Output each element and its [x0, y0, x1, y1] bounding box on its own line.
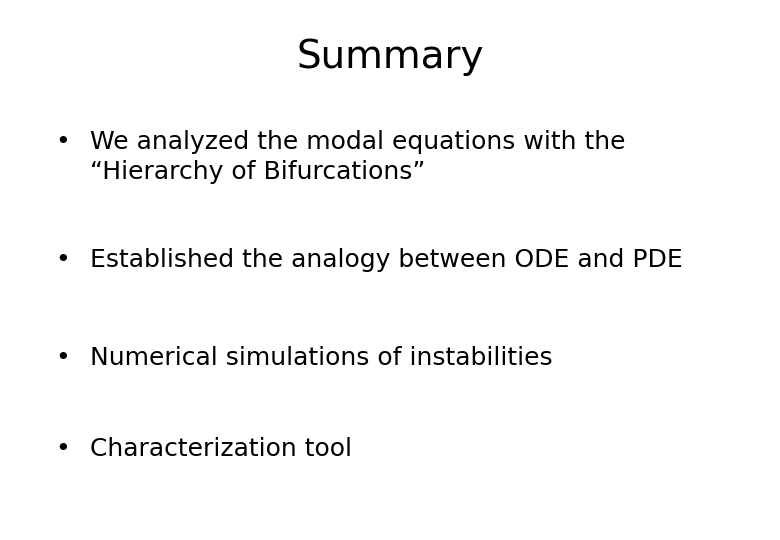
Text: •: • — [55, 130, 69, 153]
Text: •: • — [55, 346, 69, 369]
Text: We analyzed the modal equations with the
“Hierarchy of Bifurcations”: We analyzed the modal equations with the… — [90, 130, 626, 184]
Text: •: • — [55, 437, 69, 461]
Text: Numerical simulations of instabilities: Numerical simulations of instabilities — [90, 346, 552, 369]
Text: Summary: Summary — [296, 38, 484, 76]
Text: •: • — [55, 248, 69, 272]
Text: Established the analogy between ODE and PDE: Established the analogy between ODE and … — [90, 248, 682, 272]
Text: Characterization tool: Characterization tool — [90, 437, 352, 461]
